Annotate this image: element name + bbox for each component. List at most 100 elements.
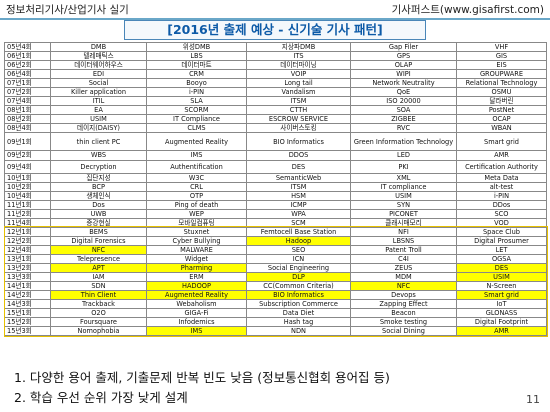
table-row: 08년1회 EA SCORM CTTH SOA PostNet [4, 105, 547, 116]
table-cell: 클래시매모리 [350, 217, 457, 228]
table-cell: Decryption [50, 159, 147, 174]
table-cell: SLA [146, 96, 247, 107]
table-cell: Network Neutrality [350, 78, 457, 89]
table-cell: Nomophobia [50, 326, 147, 337]
table-cell: i-PIN [146, 87, 247, 98]
table-cell: PKI [350, 159, 457, 174]
table-row: 15년2회 Foursquare Infodemics Hash tag Smoke t… [4, 317, 547, 328]
table-cell: USIM [50, 114, 147, 125]
table-row: 08년4회 데이지(DAISY) CLMS 사이버스토킹 RVC WBAN [4, 123, 547, 134]
table-cell: CRL [146, 181, 247, 192]
table-cell: Infodemics [146, 317, 247, 328]
header-divider [0, 18, 550, 20]
table-cell: 생체인식 [50, 190, 147, 201]
table-cell: SCO [456, 208, 547, 219]
table-cell: 지상파DMB [246, 41, 351, 53]
table-row: 14년1회 SDN HADOOP CC(Common Criteria) NFC N-Sc… [4, 281, 547, 292]
table-cell: GLONASS [456, 308, 547, 319]
table-row: 14년3회 Trackback Webaholism Subscription Com… [4, 299, 547, 310]
table-cell: WPA [246, 208, 351, 219]
table-cell: 달라버린 [456, 96, 547, 107]
table-cell: 집단지성 [50, 172, 147, 183]
table-cell: USIM [350, 190, 457, 201]
table-cell: NFI [350, 226, 457, 237]
row-session-label: 07년2회 [4, 87, 51, 98]
table-cell: GROUPWARE [456, 69, 547, 80]
table-cell: alt-test [456, 181, 547, 192]
table-row: 10년4회 생체인식 OTP HSM USIM i-PIN [4, 190, 547, 201]
table-cell: DES [246, 159, 351, 174]
table-cell: OGSA [456, 253, 547, 264]
table-row: 07년2회 Killer application i-PIN Vandalism QoE… [4, 87, 547, 98]
row-session-label: 10년1회 [4, 172, 51, 183]
table-cell: CRM [146, 69, 247, 80]
table-cell: Hadoop [246, 235, 351, 246]
table-row: 12년4회 NFC MALWARE SEO Patent Troll LET [4, 244, 547, 255]
table-cell: GIS [456, 51, 547, 62]
row-session-label: 14년3회 [4, 299, 51, 310]
row-session-label: 15년3회 [4, 326, 51, 337]
table-cell: DLP [246, 272, 351, 283]
table-cell: Authentification [146, 159, 247, 174]
table-cell: NDN [246, 326, 351, 337]
row-session-label: 12년1회 [4, 226, 51, 237]
table-cell: IT Compliance [146, 114, 247, 125]
table-row: 06년1회 텔레매틱스 LBS ITS GPS GIS [4, 51, 547, 62]
table-cell: Augmented Reality [146, 290, 247, 301]
table-cell: SCORM [146, 105, 247, 116]
table-cell: Subscription Commerce [246, 299, 351, 310]
slide-title: [2016년 출제 예상 - 신기술 기사 패턴] [124, 20, 426, 40]
table-cell: Social Engineering [246, 262, 351, 274]
table-cell: Digital Prosumer [456, 235, 547, 246]
table-cell: Augmented Reality [146, 132, 247, 152]
table-cell: SYN [350, 199, 457, 210]
table-cell: LET [456, 244, 547, 255]
page-number: 11 [526, 393, 540, 406]
table-cell: Smart grid [456, 290, 547, 301]
table-cell: VHF [456, 41, 547, 53]
table-cell: Foursquare [50, 317, 147, 328]
table-cell: Long tail [246, 78, 351, 89]
table-cell: XML [350, 172, 457, 183]
table-cell: DDos [456, 199, 547, 210]
table-cell: Thin Client [50, 290, 147, 301]
table-cell: USIM [456, 272, 547, 283]
table-cell: APT [50, 262, 147, 274]
table-cell: Telepresence [50, 253, 147, 264]
table-cell: HADOOP [146, 281, 247, 292]
row-session-label: 13년2회 [4, 262, 51, 274]
table-cell: O2O [50, 308, 147, 319]
table-cell: GIGA-Fi [146, 308, 247, 319]
row-session-label: 10년2회 [4, 181, 51, 192]
table-cell: i-PIN [456, 190, 547, 201]
table-cell: WEP [146, 208, 247, 219]
table-cell: CC(Common Criteria) [246, 281, 351, 292]
table-row: 11년4회 증강현실 모바일컴퓨팅 SCM 클래시매모리 VOD [4, 217, 547, 228]
table-cell: CLMS [146, 123, 247, 134]
row-session-label: 07년1회 [4, 78, 51, 89]
table-cell: HSM [246, 190, 351, 201]
table-cell: QoE [350, 87, 457, 98]
table-cell: DDOS [246, 150, 351, 161]
table-row: 10년1회 집단지성 W3C SemanticWeb XML Meta Data [4, 172, 547, 183]
table-cell: BIO Informatics [246, 132, 351, 152]
table-cell: MDM [350, 272, 457, 283]
table-cell: Gap Filer [350, 41, 457, 53]
row-session-label: 11년2회 [4, 208, 51, 219]
table-cell: 데이터마이닝 [246, 60, 351, 71]
row-session-label: 15년2회 [4, 317, 51, 328]
header-right-text: 기사퍼스트(www.gisafirst.com) [391, 4, 544, 16]
row-session-label: 06년1회 [4, 51, 51, 62]
table-cell: OSMU [456, 87, 547, 98]
table-cell: Dos [50, 199, 147, 210]
table-row: 11년2회 UWB WEP WPA PICONET SCO [4, 208, 547, 219]
row-session-label: 12년4회 [4, 244, 51, 255]
table-cell: LED [350, 150, 457, 161]
table-cell: EA [50, 105, 147, 116]
table-cell: C4I [350, 253, 457, 264]
top-bar: 정보처리기사/산업기사 실기 기사퍼스트(www.gisafirst.com) [0, 0, 550, 18]
table-cell: Space Club [456, 226, 547, 237]
table-cell: Stuxnet [146, 226, 247, 237]
table-cell: Devops [350, 290, 457, 301]
table-cell: WBAN [456, 123, 547, 134]
